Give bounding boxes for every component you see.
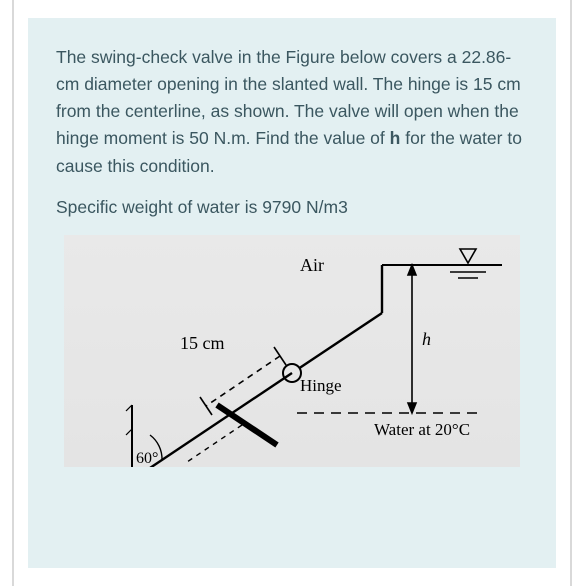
- hinge-label: Hinge: [300, 376, 342, 395]
- page-frame: The swing-check valve in the Figure belo…: [12, 0, 572, 586]
- water-label: Water at 20°C: [374, 420, 470, 439]
- slanted-wall-upper: [292, 313, 382, 373]
- figure-svg: Air Hinge: [64, 235, 520, 467]
- figure: Air Hinge: [64, 235, 520, 467]
- angle-label: 60°: [136, 450, 158, 467]
- air-label: Air: [300, 255, 324, 275]
- problem-statement: The swing-check valve in the Figure belo…: [56, 44, 528, 180]
- free-surface-triangle-icon: [460, 249, 476, 263]
- problem-card: The swing-check valve in the Figure belo…: [28, 18, 556, 568]
- h-label: h: [422, 329, 431, 349]
- specific-weight-line: Specific weight of water is 9790 N/m3: [56, 194, 528, 221]
- valve-plate: [217, 405, 277, 445]
- dim-15cm-label: 15 cm: [180, 333, 225, 353]
- h-dimension: [408, 265, 416, 413]
- problem-bold-var: h: [390, 128, 401, 148]
- centerline-dashed: [187, 425, 242, 462]
